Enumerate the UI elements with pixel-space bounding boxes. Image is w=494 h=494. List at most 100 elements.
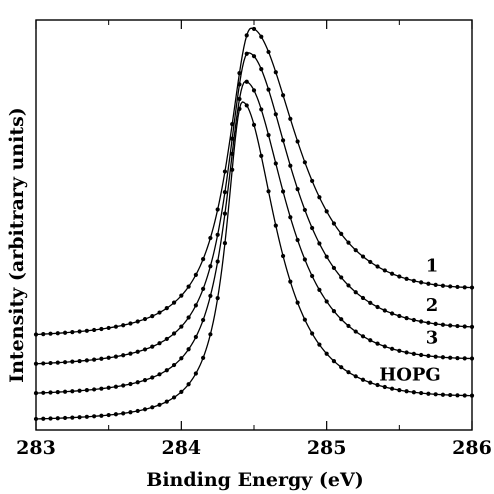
data-point xyxy=(251,54,257,59)
data-point xyxy=(142,378,148,383)
data-point xyxy=(339,275,344,280)
data-point xyxy=(121,383,126,388)
data-point xyxy=(273,223,278,228)
data-point xyxy=(215,232,220,237)
data-point xyxy=(324,351,329,356)
data-point xyxy=(440,322,446,327)
data-point xyxy=(157,310,162,315)
data-point xyxy=(201,257,206,262)
data-point xyxy=(33,391,39,396)
data-point xyxy=(251,122,257,127)
data-point xyxy=(389,346,395,351)
data-point xyxy=(411,278,416,283)
data-point xyxy=(353,329,358,334)
data-point xyxy=(121,323,126,328)
data-point xyxy=(310,225,315,231)
data-point xyxy=(186,347,191,352)
data-point xyxy=(339,365,344,370)
data-point xyxy=(92,327,97,333)
data-point xyxy=(251,26,257,32)
data-point xyxy=(193,371,198,376)
data-point xyxy=(135,319,140,324)
data-point xyxy=(295,237,300,243)
data-point xyxy=(55,416,60,421)
data-point xyxy=(41,416,46,421)
series-label: 3 xyxy=(426,327,439,348)
data-point xyxy=(164,399,169,404)
data-point xyxy=(440,283,446,288)
data-point xyxy=(251,88,257,93)
data-point xyxy=(317,342,322,347)
data-point xyxy=(70,389,75,394)
data-point xyxy=(222,241,228,246)
data-point xyxy=(455,323,460,329)
data-point xyxy=(157,341,162,346)
data-point xyxy=(244,79,249,84)
data-point xyxy=(419,319,424,324)
data-point xyxy=(382,384,387,390)
data-point xyxy=(77,329,82,334)
data-point xyxy=(179,389,184,394)
data-point xyxy=(353,248,358,253)
data-point xyxy=(389,271,395,276)
data-point xyxy=(99,326,104,332)
data-point xyxy=(302,160,307,165)
data-point xyxy=(310,273,315,279)
data-point xyxy=(411,390,416,395)
data-point xyxy=(128,381,133,387)
data-point xyxy=(113,324,119,329)
data-point xyxy=(150,375,155,380)
data-point xyxy=(171,300,177,305)
data-point xyxy=(121,353,126,358)
data-point xyxy=(230,167,235,172)
data-point xyxy=(404,276,409,281)
data-point xyxy=(382,268,387,273)
data-point xyxy=(201,317,206,323)
data-point xyxy=(317,195,322,200)
data-point xyxy=(266,133,271,138)
data-point xyxy=(164,336,169,342)
data-point xyxy=(273,161,278,166)
data-point xyxy=(230,151,235,156)
data-point xyxy=(142,347,148,352)
data-point xyxy=(48,416,53,421)
data-point xyxy=(404,389,409,394)
data-point xyxy=(106,325,111,331)
data-point xyxy=(462,356,467,361)
data-point xyxy=(419,390,424,396)
data-point xyxy=(171,362,177,368)
data-point xyxy=(208,264,213,269)
data-point xyxy=(317,241,322,246)
data-point xyxy=(106,385,111,390)
data-point xyxy=(48,331,53,336)
data-point xyxy=(99,356,104,361)
data-point xyxy=(433,321,438,326)
data-point xyxy=(346,240,351,245)
data-point xyxy=(426,320,431,325)
data-point xyxy=(280,253,286,259)
data-point xyxy=(208,332,213,337)
data-point xyxy=(164,368,169,373)
data-point xyxy=(77,388,82,393)
data-point xyxy=(324,254,329,259)
data-point xyxy=(230,121,235,127)
data-point xyxy=(411,317,416,323)
data-point xyxy=(368,338,373,343)
data-point xyxy=(70,415,75,420)
series-curve-3 xyxy=(35,80,473,394)
data-point xyxy=(433,354,438,359)
data-point xyxy=(77,415,82,420)
data-point xyxy=(135,380,140,385)
data-point xyxy=(266,49,271,55)
data-point xyxy=(128,410,133,415)
data-point xyxy=(310,178,315,184)
data-point xyxy=(368,259,373,265)
data-point xyxy=(346,370,351,375)
data-point xyxy=(222,211,228,216)
data-point xyxy=(375,264,380,269)
data-point xyxy=(331,265,337,271)
data-point xyxy=(201,286,206,291)
data-point xyxy=(113,354,119,359)
data-point xyxy=(113,412,119,417)
